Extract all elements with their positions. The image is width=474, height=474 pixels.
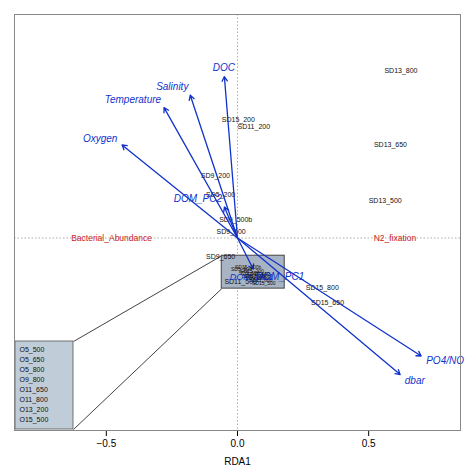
svg-text:Bacterial_Abundance: Bacterial_Abundance — [71, 233, 152, 243]
svg-text:0.5: 0.5 — [362, 438, 376, 449]
svg-text:RDA1: RDA1 — [224, 456, 251, 467]
svg-text:O11_800: O11_800 — [20, 396, 48, 404]
svg-text:O11_650: O11_650 — [20, 386, 48, 394]
svg-text:PO4/NO: PO4/NO — [426, 355, 464, 366]
svg-text:SD11_200: SD11_200 — [238, 123, 271, 131]
svg-text:SD13_800: SD13_800 — [384, 67, 417, 75]
svg-text:Salinity: Salinity — [156, 81, 189, 92]
svg-text:O13_200: O13_200 — [20, 406, 49, 414]
svg-text:DOM_PC1: DOM_PC1 — [230, 272, 274, 282]
svg-text:Oxygen: Oxygen — [83, 133, 118, 144]
svg-text:SD15_650: SD15_650 — [311, 299, 345, 307]
svg-text:N2_fixation: N2_fixation — [374, 233, 417, 243]
svg-text:SD13_500: SD13_500 — [369, 197, 402, 205]
svg-text:DOM_PC2: DOM_PC2 — [174, 193, 223, 204]
svg-text:DOM_PC1: DOM_PC1 — [256, 271, 305, 283]
svg-text:SD9_200: SD9_200 — [201, 172, 230, 180]
svg-text:O5_800: O5_800 — [20, 366, 45, 374]
svg-text:SD9_500b: SD9_500b — [219, 215, 253, 223]
svg-text:SD15_800: SD15_800 — [305, 283, 339, 291]
svg-text:SD15_200: SD15_200 — [221, 116, 255, 124]
svg-text:O5_650: O5_650 — [20, 356, 45, 364]
svg-text:SD9_500: SD9_500 — [217, 228, 246, 236]
svg-text:dbar: dbar — [405, 375, 426, 386]
svg-text:O5_500: O5_500 — [20, 346, 45, 354]
svg-text:SD13_650: SD13_650 — [374, 141, 407, 149]
svg-text:DOC: DOC — [213, 62, 236, 73]
svg-text:SD15_200b: SD15_200b — [235, 264, 262, 270]
svg-text:SD15_500: SD15_500 — [251, 279, 276, 286]
svg-text:0.0: 0.0 — [231, 438, 245, 449]
svg-text:SD9_650: SD9_650 — [206, 253, 235, 261]
svg-text:Temperature: Temperature — [105, 94, 162, 105]
svg-text:−0.5: −0.5 — [96, 438, 116, 449]
svg-text:O9_800: O9_800 — [20, 376, 45, 384]
svg-text:O15_500: O15_500 — [20, 416, 49, 424]
